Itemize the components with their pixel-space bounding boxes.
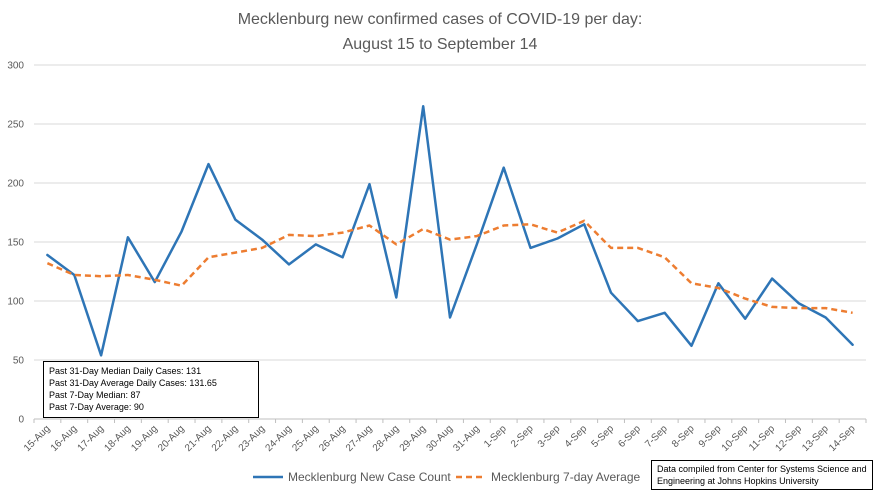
x-tick-label: 26-Aug [317,423,348,454]
source-line-1: Data compiled from Center for Systems Sc… [657,464,867,474]
y-tick-label: 0 [18,415,24,426]
stat-31day-average: Past 31-Day Average Daily Cases: 131.65 [49,378,217,388]
x-tick-label: 7-Sep [643,423,670,450]
x-tick-label: 24-Aug [264,423,295,454]
chart-subtitle: August 15 to September 14 [343,36,538,53]
y-tick-label: 50 [13,356,25,367]
stat-31day-median: Past 31-Day Median Daily Cases: 131 [49,366,202,376]
x-tick-label: 19-Aug [129,423,160,454]
source-note: Data compiled from Center for Systems Sc… [651,460,873,490]
legend-label-7day-average: Mecklenburg 7-day Average [491,470,641,484]
x-tick-label: 25-Aug [290,423,321,454]
x-tick-label: 13-Sep [800,423,831,454]
x-tick-label: 10-Sep [720,423,751,454]
legend-label-new-cases: Mecklenburg New Case Count [288,470,451,484]
x-axis: 15-Aug16-Aug17-Aug18-Aug19-Aug20-Aug21-A… [22,419,867,454]
x-tick-label: 29-Aug [398,423,429,454]
x-tick-label: 22-Aug [210,423,241,454]
series-line-new-cases [46,105,854,357]
x-tick-label: 1-Sep [482,423,509,450]
series-line-7day-average [46,219,853,315]
x-tick-label: 12-Sep [773,423,804,454]
y-tick-label: 250 [7,120,24,131]
x-tick-label: 6-Sep [616,423,643,450]
chart-title: Mecklenburg new confirmed cases of COVID… [238,11,643,28]
x-tick-label: 28-Aug [371,423,402,454]
x-tick-label: 21-Aug [183,423,214,454]
y-tick-label: 100 [7,297,24,308]
y-axis: 0 50 100 150 200 250 300 [7,61,24,426]
x-tick-label: 20-Aug [156,423,187,454]
x-tick-label: 3-Sep [536,423,563,450]
source-line-2: Engineering at Johns Hopkins University [657,476,819,486]
x-tick-label: 27-Aug [344,423,375,454]
series [46,105,854,357]
x-tick-label: 30-Aug [425,423,456,454]
x-tick-label: 5-Sep [590,423,617,450]
y-tick-label: 150 [7,238,24,249]
y-tick-label: 200 [7,179,24,190]
x-tick-label: 31-Aug [451,423,482,454]
x-tick-label: 18-Aug [102,423,133,454]
x-tick-label: 14-Sep [827,423,858,454]
x-tick-label: 2-Sep [509,423,536,450]
stat-7day-median: Past 7-Day Median: 87 [49,390,141,400]
x-tick-label: 15-Aug [22,423,53,454]
x-tick-label: 11-Sep [747,423,777,453]
x-tick-label: 17-Aug [76,423,107,454]
x-tick-label: 23-Aug [237,423,268,454]
legend: Mecklenburg New Case Count Mecklenburg 7… [253,470,641,484]
y-tick-label: 300 [7,61,24,72]
stats-box: Past 31-Day Median Daily Cases: 131 Past… [43,361,259,418]
gridlines [34,64,866,420]
stat-7day-average: Past 7-Day Average: 90 [49,402,144,412]
x-tick-label: 16-Aug [49,423,80,454]
x-tick-label: 8-Sep [670,423,697,450]
x-tick-label: 4-Sep [563,423,590,450]
